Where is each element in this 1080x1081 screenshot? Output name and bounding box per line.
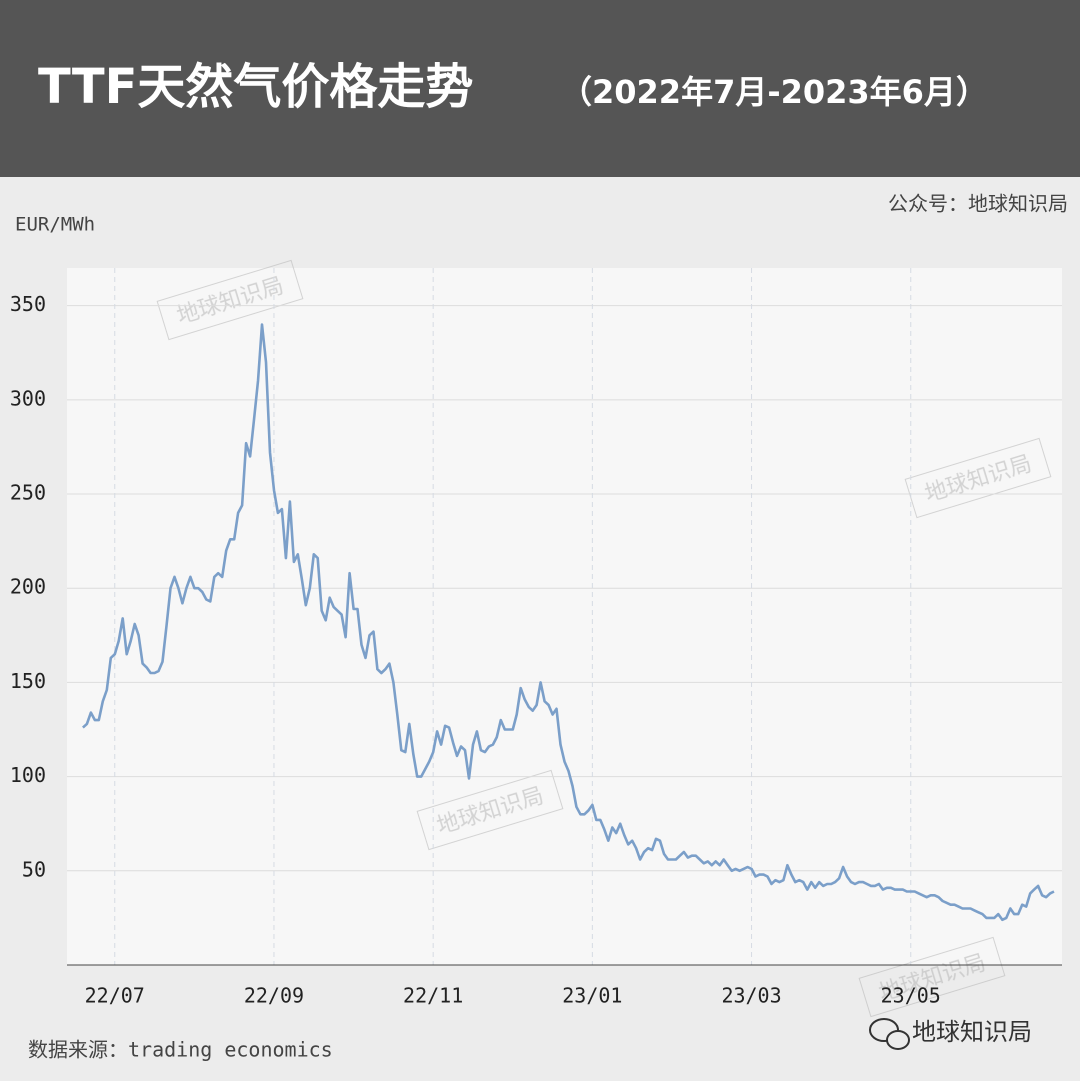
x-tick-label: 22/07 [85,984,145,1008]
y-tick-label: 200 [10,575,46,599]
source: 数据来源：trading economics [28,1038,333,1062]
chart-subtitle: （2022年7月-2023年6月） [560,73,988,111]
y-tick-label: 300 [10,386,46,410]
chart-title: TTF天然气价格走势 [38,59,473,115]
watermark-box [904,437,1052,519]
y-tick-label: 250 [10,481,46,505]
y-axis-label: EUR/MWh [15,214,95,236]
wechat-icon [886,1030,910,1050]
plot-area [67,268,1062,965]
x-tick-label: 23/03 [721,984,781,1008]
x-tick-label: 23/05 [881,984,941,1008]
x-tick-label: 22/11 [403,984,463,1008]
header-band [0,0,1080,177]
credit: 公众号：地球知识局 [888,192,1068,216]
price-line [82,323,1055,922]
watermark-box [416,769,564,851]
y-tick-label: 100 [10,763,46,787]
y-tick-label: 350 [10,292,46,316]
y-tick-label: 50 [22,857,46,881]
x-tick-label: 22/09 [244,984,304,1008]
x-tick-label: 23/01 [562,984,622,1008]
y-tick-label: 150 [10,669,46,693]
watermark-box [858,936,1006,1018]
watermark-box [156,259,304,341]
wechat-name: 地球知识局 [912,1018,1032,1046]
